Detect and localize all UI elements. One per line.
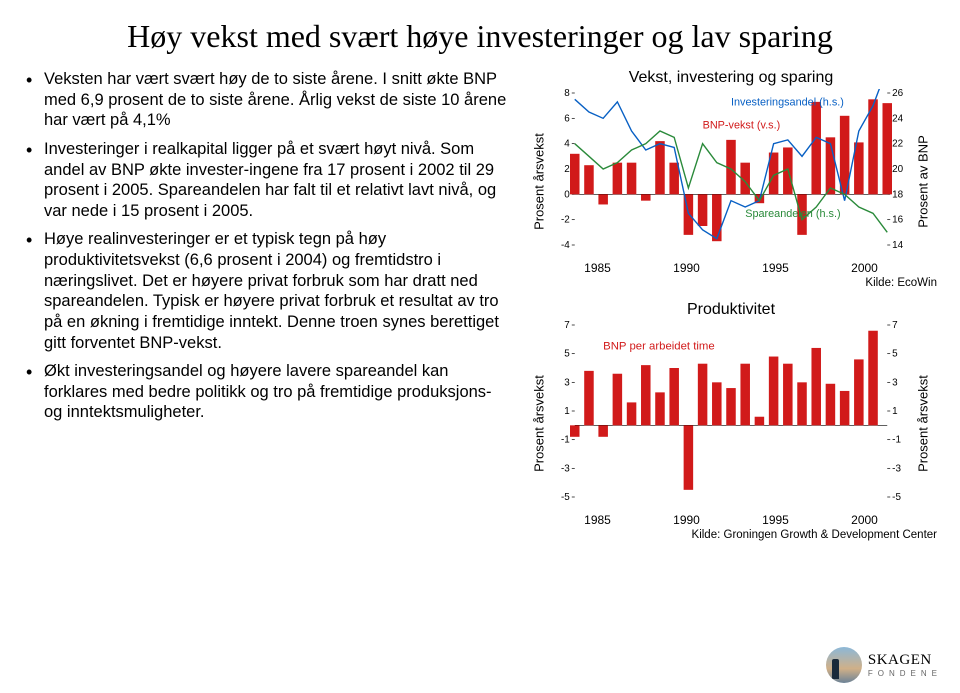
svg-text:20: 20 xyxy=(892,164,903,175)
skagen-logo: SKAGEN FONDENE xyxy=(826,647,942,683)
xtick: 1985 xyxy=(584,513,611,527)
svg-text:7: 7 xyxy=(564,321,570,331)
svg-text:7: 7 xyxy=(892,321,898,331)
svg-text:5: 5 xyxy=(892,349,898,360)
chart2-ylabel-right: Prosent årsvekst xyxy=(916,354,931,494)
svg-text:3: 3 xyxy=(564,377,570,388)
logo-name: SKAGEN xyxy=(868,652,942,669)
bullet-item: Høye realinvesteringer er et typisk tegn… xyxy=(26,229,511,353)
svg-text:4: 4 xyxy=(564,139,570,150)
page-title: Høy vekst med svært høye investeringer o… xyxy=(0,0,960,61)
svg-text:-4: -4 xyxy=(561,240,570,251)
svg-text:18: 18 xyxy=(892,189,903,200)
skagen-logo-icon xyxy=(826,647,862,683)
svg-text:1: 1 xyxy=(564,406,570,417)
svg-text:1: 1 xyxy=(892,406,898,417)
svg-text:2: 2 xyxy=(564,164,570,175)
svg-text:Investeringsandel (h.s.): Investeringsandel (h.s.) xyxy=(731,97,844,109)
svg-text:22: 22 xyxy=(892,139,903,150)
chart2-ylabel-left: Prosent årsvekst xyxy=(532,364,547,484)
chart1-ylabel-left: Prosent årsvekst xyxy=(532,122,547,242)
chart1-title: Vekst, investering og sparing xyxy=(521,69,941,87)
svg-text:14: 14 xyxy=(892,240,903,251)
svg-text:16: 16 xyxy=(892,215,903,226)
svg-text:8: 8 xyxy=(564,89,570,99)
chart1-ylabel-right: Prosent av BNP xyxy=(916,112,931,252)
xtick: 1995 xyxy=(762,513,789,527)
svg-text:Spareandelen (h.s.): Spareandelen (h.s.) xyxy=(745,208,840,220)
svg-text:3: 3 xyxy=(892,377,898,388)
svg-text:6: 6 xyxy=(564,113,570,124)
xtick: 2000 xyxy=(851,513,878,527)
svg-text:-2: -2 xyxy=(561,215,570,226)
svg-text:-1: -1 xyxy=(561,435,570,446)
svg-text:BNP per arbeidet time: BNP per arbeidet time xyxy=(603,340,715,352)
svg-text:-5: -5 xyxy=(561,492,570,503)
chart1-source: Kilde: EcoWin xyxy=(521,277,937,289)
chart2-svg: -5 -5 -3 -3 -1 -1 1 1 3 3 5 5 7 7 BNP per arbeidet tim… xyxy=(553,321,909,511)
svg-text:-1: -1 xyxy=(892,435,901,446)
chart1-svg: -4-20246814161820222426Investeringsandel… xyxy=(553,89,909,259)
svg-text:-3: -3 xyxy=(561,463,570,474)
bullet-item: Veksten har vært svært høy de to siste å… xyxy=(26,69,511,131)
svg-text:-3: -3 xyxy=(892,463,901,474)
xtick: 1990 xyxy=(673,261,700,275)
xtick: 1985 xyxy=(584,261,611,275)
svg-text:24: 24 xyxy=(892,113,903,124)
bullet-column: Veksten har vært svært høy de to siste å… xyxy=(26,69,511,553)
xtick: 1990 xyxy=(673,513,700,527)
chart2-title: Produktivitet xyxy=(521,301,941,319)
svg-text:0: 0 xyxy=(564,189,570,200)
chart-growth-invest-saving: Vekst, investering og sparing Prosent år… xyxy=(521,69,941,289)
svg-text:26: 26 xyxy=(892,89,903,99)
svg-text:BNP-vekst (v.s.): BNP-vekst (v.s.) xyxy=(703,119,781,131)
bullet-item: Økt investeringsandel og høyere lavere s… xyxy=(26,361,511,423)
chart-productivity: Produktivitet Prosent årsvekst Prosent å… xyxy=(521,301,941,541)
xtick: 2000 xyxy=(851,261,878,275)
logo-sub: FONDENE xyxy=(868,669,942,678)
svg-text:5: 5 xyxy=(564,349,570,360)
bullet-item: Investeringer i realkapital ligger på et… xyxy=(26,139,511,222)
xtick: 1995 xyxy=(762,261,789,275)
chart2-source: Kilde: Groningen Growth & Development Ce… xyxy=(521,529,937,541)
svg-text:-5: -5 xyxy=(892,492,901,503)
